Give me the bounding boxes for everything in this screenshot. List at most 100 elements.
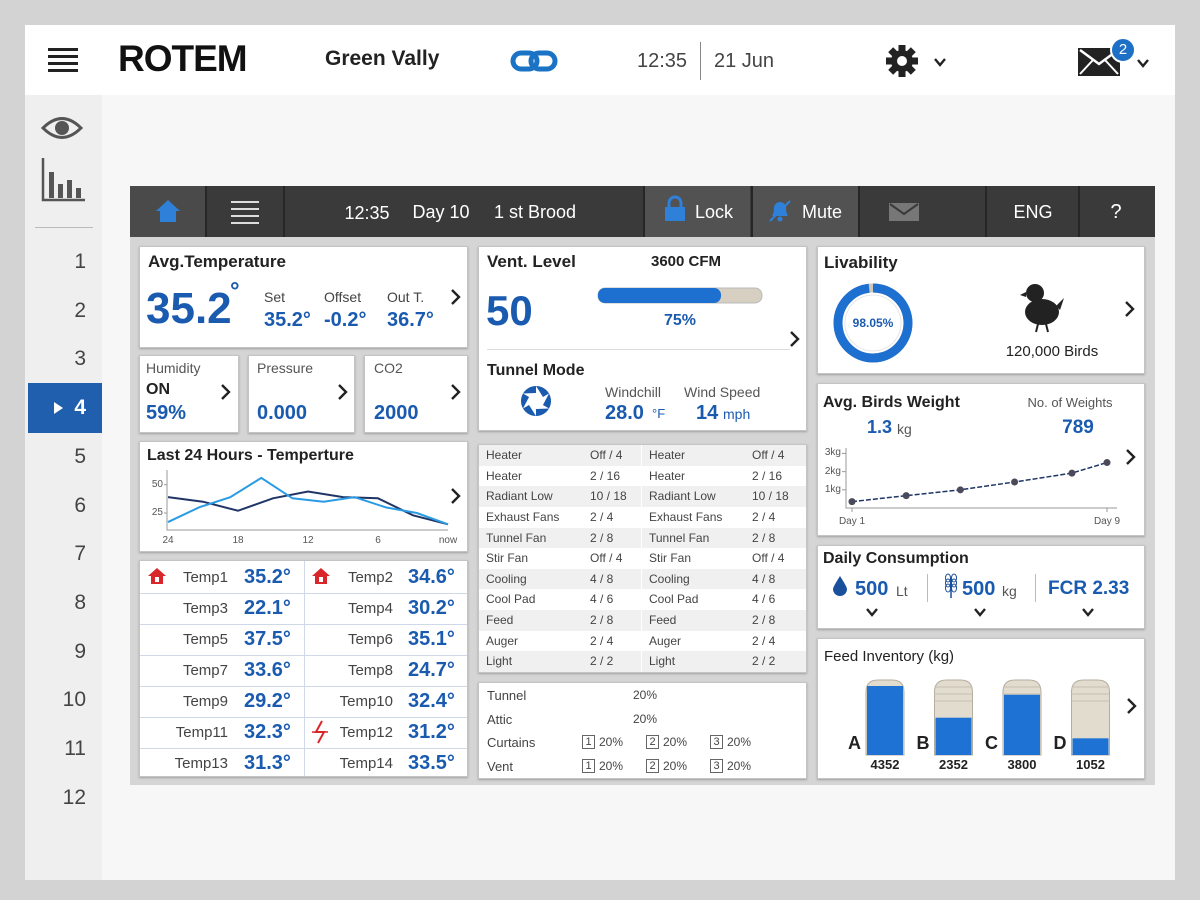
sensor-label: Temp5: [182, 631, 228, 648]
language[interactable]: ENG: [1013, 202, 1053, 222]
device-state: Off / 4: [752, 448, 785, 462]
chevron-part: [1082, 608, 1094, 617]
mute-button[interactable]: [752, 186, 858, 237]
slot-box: [710, 735, 723, 749]
unit: Lt: [896, 583, 908, 599]
airflow: 3600 CFM: [650, 253, 722, 270]
chevron[interactable]: [1124, 301, 1136, 317]
pressure-card[interactable]: [248, 355, 355, 433]
chevron[interactable]: [1125, 449, 1137, 465]
chevron[interactable]: [974, 605, 986, 621]
avg-temperature-card[interactable]: [139, 246, 468, 348]
house-number[interactable]: 5: [74, 444, 86, 468]
help[interactable]: ?: [1110, 201, 1122, 223]
sensor-label: Temp10: [339, 693, 393, 710]
house-number[interactable]: 6: [74, 493, 86, 517]
device-name: Tunnel Fan: [649, 530, 710, 545]
chevron[interactable]: [789, 331, 801, 347]
chevron[interactable]: [450, 488, 462, 504]
unit: kg: [897, 421, 912, 437]
co2-card[interactable]: [364, 355, 468, 433]
chevron[interactable]: [220, 384, 232, 400]
house-number[interactable]: 12: [62, 785, 86, 809]
chevron-part: [866, 608, 878, 617]
chevron[interactable]: [450, 384, 462, 400]
settings-button-part: [897, 56, 907, 66]
lock-button[interactable]: [643, 186, 750, 237]
device-state: 2 / 2: [590, 654, 614, 669]
y-tick-label: 3kg: [824, 447, 841, 459]
device-name: Stir Fan: [486, 551, 529, 566]
chevron[interactable]: [337, 384, 349, 400]
chevron[interactable]: [1126, 698, 1138, 714]
sensor-value: 30.2°: [408, 597, 455, 619]
label: Offset: [324, 289, 362, 305]
water-icon: [833, 576, 847, 596]
messages-icon[interactable]: [889, 203, 919, 221]
card-title: Avg. Birds Weight: [823, 394, 960, 411]
opening-name: Curtains: [487, 735, 536, 750]
link-status-part: [528, 50, 558, 72]
slot-value: 20%: [663, 735, 688, 749]
device-state: Off / 4: [590, 551, 623, 566]
view-button[interactable]: [40, 115, 84, 141]
house-number[interactable]: 4: [74, 396, 86, 420]
vent-card[interactable]: [478, 246, 807, 431]
reports-button-part: [67, 180, 72, 198]
label: Windchill: [605, 384, 662, 400]
chevron[interactable]: [866, 605, 878, 621]
chevron-part: [1126, 449, 1136, 465]
slot-box: [582, 735, 595, 749]
fan-icon-part: [523, 385, 537, 394]
slot-id: 3: [713, 736, 720, 748]
brand: ROTEM: [118, 38, 248, 79]
device-name: Auger: [649, 633, 682, 648]
sensor-value: 34.6°: [408, 566, 455, 588]
house-number[interactable]: 11: [64, 737, 86, 760]
menu-button[interactable]: [48, 48, 80, 72]
x-tick-label: Day 1: [838, 516, 866, 527]
label: No. of Weights: [1027, 395, 1113, 410]
menu-button-part: [48, 48, 78, 51]
silo-amount: 1052: [1076, 757, 1105, 772]
sensor-label: Temp2: [347, 569, 393, 586]
settings-button[interactable]: [886, 45, 918, 77]
heater-icon: [148, 568, 166, 584]
house-number[interactable]: 7: [74, 542, 86, 566]
house-number[interactable]: 10: [62, 688, 86, 712]
view-button-part: [40, 117, 84, 139]
silo-name: A: [848, 733, 861, 753]
lock-label: Lock: [695, 202, 734, 222]
device-name: Feed: [649, 613, 677, 628]
device-name: Radiant Low: [486, 489, 553, 504]
card-title: Humidity: [146, 360, 201, 376]
device-state: 10 / 18: [752, 489, 789, 504]
card-title: Vent. Level: [487, 252, 576, 271]
house-number[interactable]: 9: [74, 639, 86, 663]
slot-value: 20%: [663, 758, 688, 773]
device-state: 10 / 18: [590, 489, 627, 504]
chevron[interactable]: [1082, 605, 1094, 621]
humidity-card[interactable]: [139, 355, 239, 433]
device-name: Feed: [486, 613, 514, 628]
chevron[interactable]: [934, 55, 946, 71]
device-state: 4 / 6: [590, 592, 614, 607]
settings-button-part: [886, 45, 918, 77]
chevron[interactable]: [450, 289, 462, 305]
house-number[interactable]: 1: [74, 250, 86, 273]
card-title: Livability: [824, 253, 898, 272]
menu-icon[interactable]: [231, 201, 259, 224]
house-number[interactable]: 8: [74, 590, 86, 614]
toolbar-divider: [283, 186, 285, 237]
feed-icon-part: [951, 583, 957, 593]
sensor-label: Temp13: [174, 755, 228, 772]
selected-house[interactable]: [28, 383, 102, 434]
y-tick-label: 25: [151, 507, 163, 519]
house-number[interactable]: 3: [74, 347, 86, 371]
sensor-label: Temp1: [182, 569, 228, 586]
reports-button[interactable]: [41, 158, 85, 202]
mute-label: Mute: [802, 202, 843, 222]
house-number[interactable]: 2: [74, 298, 86, 322]
chevron[interactable]: [1137, 56, 1149, 72]
